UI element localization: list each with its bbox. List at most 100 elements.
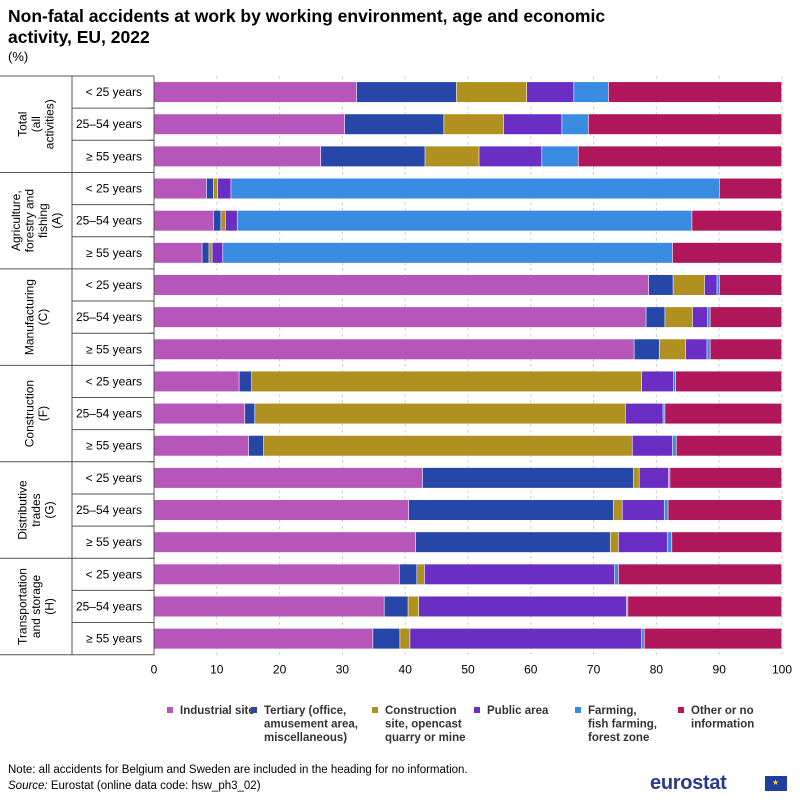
bar-segment bbox=[676, 435, 782, 456]
bar-segment bbox=[710, 307, 782, 328]
bar-segment bbox=[668, 500, 782, 521]
bar-segment bbox=[628, 596, 782, 617]
category-label: < 25 years bbox=[86, 278, 142, 292]
bar-segment bbox=[225, 210, 237, 231]
bar-segment bbox=[719, 274, 782, 295]
bar-segment bbox=[633, 467, 639, 488]
bar-segment bbox=[415, 532, 610, 553]
bar-segment bbox=[399, 564, 417, 585]
x-tick-label: 40 bbox=[399, 663, 413, 677]
bar-segment bbox=[639, 467, 669, 488]
bar-segment bbox=[588, 114, 782, 135]
bar-segment bbox=[692, 307, 708, 328]
bar-segment bbox=[444, 114, 504, 135]
group-label-line: Construction bbox=[22, 380, 36, 447]
bar-segment bbox=[154, 435, 249, 456]
bar-segment bbox=[668, 467, 670, 488]
group-label-line: trades bbox=[29, 493, 43, 526]
bar-segment bbox=[373, 628, 400, 649]
bar-segment bbox=[417, 564, 425, 585]
bar-segment bbox=[245, 403, 255, 424]
bar-segment bbox=[223, 242, 673, 263]
bar-segment bbox=[263, 435, 632, 456]
legend-swatch bbox=[678, 707, 684, 713]
bar-segment bbox=[648, 274, 673, 295]
group-label-line: forestry and bbox=[22, 189, 36, 252]
legend-swatch bbox=[372, 707, 378, 713]
legend-entry: Other or no information bbox=[691, 705, 754, 731]
legend-label-line: Tertiary (office, bbox=[264, 705, 346, 717]
bar-segment bbox=[663, 403, 665, 424]
bar-segment bbox=[154, 114, 345, 135]
category-label: ≥ 55 years bbox=[86, 246, 142, 260]
bar-segment bbox=[154, 596, 384, 617]
category-label: < 25 years bbox=[86, 374, 142, 388]
bar-segment bbox=[670, 467, 782, 488]
bar-segment bbox=[212, 242, 223, 263]
category-label: ≥ 55 years bbox=[86, 632, 142, 646]
category-label: 25–54 years bbox=[76, 214, 142, 228]
bar-segment bbox=[218, 178, 231, 199]
bar-segment bbox=[719, 178, 782, 199]
bar-segment bbox=[154, 178, 207, 199]
bar-segment bbox=[231, 178, 720, 199]
bar-segment bbox=[641, 371, 674, 392]
bar-segment bbox=[717, 274, 720, 295]
bar-segment bbox=[419, 596, 627, 617]
bar-segment bbox=[154, 82, 357, 103]
bar-segment bbox=[665, 403, 782, 424]
category-label: ≥ 55 years bbox=[86, 342, 142, 356]
bar-segment bbox=[213, 210, 221, 231]
bar-segment bbox=[206, 178, 214, 199]
category-label: 25–54 years bbox=[76, 117, 142, 131]
x-tick-label: 30 bbox=[336, 663, 350, 677]
bar-segment bbox=[154, 500, 409, 521]
bar-segment bbox=[154, 564, 399, 585]
eu-flag-icon: ★ bbox=[765, 776, 787, 791]
legend-label-line: quarry or mine bbox=[385, 732, 466, 744]
group-label: Transportationand storage(H) bbox=[16, 568, 57, 645]
bar-segment bbox=[664, 500, 668, 521]
x-tick-label: 100 bbox=[772, 663, 792, 677]
bar-segment bbox=[251, 371, 642, 392]
bar-segment bbox=[618, 564, 782, 585]
bar-segment bbox=[154, 339, 634, 360]
chart-title: Non-fatal accidents at work by working e… bbox=[8, 6, 606, 47]
bar-segment bbox=[578, 146, 782, 167]
bar-segment bbox=[707, 339, 710, 360]
category-label: 25–54 years bbox=[76, 503, 142, 517]
bar-segment bbox=[154, 210, 214, 231]
bar-segment bbox=[614, 564, 619, 585]
bar-segment bbox=[384, 596, 408, 617]
legend-label-line: fish farming, bbox=[588, 719, 657, 731]
bar-segment bbox=[644, 628, 782, 649]
bar-segment bbox=[154, 532, 416, 553]
bar-segment bbox=[632, 435, 673, 456]
x-tick-label: 0 bbox=[151, 663, 158, 677]
group-label-line: Distributive bbox=[16, 480, 30, 540]
bar-segment bbox=[646, 307, 665, 328]
bar-segment bbox=[356, 82, 457, 103]
source-text: Eurostat (online data code: hsw_ph3_02) bbox=[47, 780, 261, 792]
bar-segment bbox=[641, 628, 644, 649]
x-tick-label: 80 bbox=[650, 663, 664, 677]
category-label: < 25 years bbox=[86, 471, 142, 485]
bar-segment bbox=[704, 274, 717, 295]
bar-segment bbox=[503, 114, 562, 135]
legend-swatch bbox=[167, 707, 173, 713]
bar-segment bbox=[672, 435, 676, 456]
legend-label-line: Public area bbox=[487, 705, 549, 717]
eurostat-logo: eurostat bbox=[650, 772, 727, 794]
x-tick-label: 60 bbox=[524, 663, 538, 677]
group-label: Manufacturing(C) bbox=[22, 279, 50, 355]
bar-segment bbox=[154, 467, 423, 488]
bar-segment bbox=[425, 146, 479, 167]
category-label: 25–54 years bbox=[76, 310, 142, 324]
bar-segment bbox=[685, 339, 707, 360]
category-label: 25–54 years bbox=[76, 407, 142, 421]
bar-segment bbox=[422, 467, 634, 488]
bar-segment bbox=[618, 532, 668, 553]
bar-segment bbox=[707, 307, 710, 328]
bar-segment bbox=[673, 274, 705, 295]
bar-segment bbox=[424, 564, 615, 585]
